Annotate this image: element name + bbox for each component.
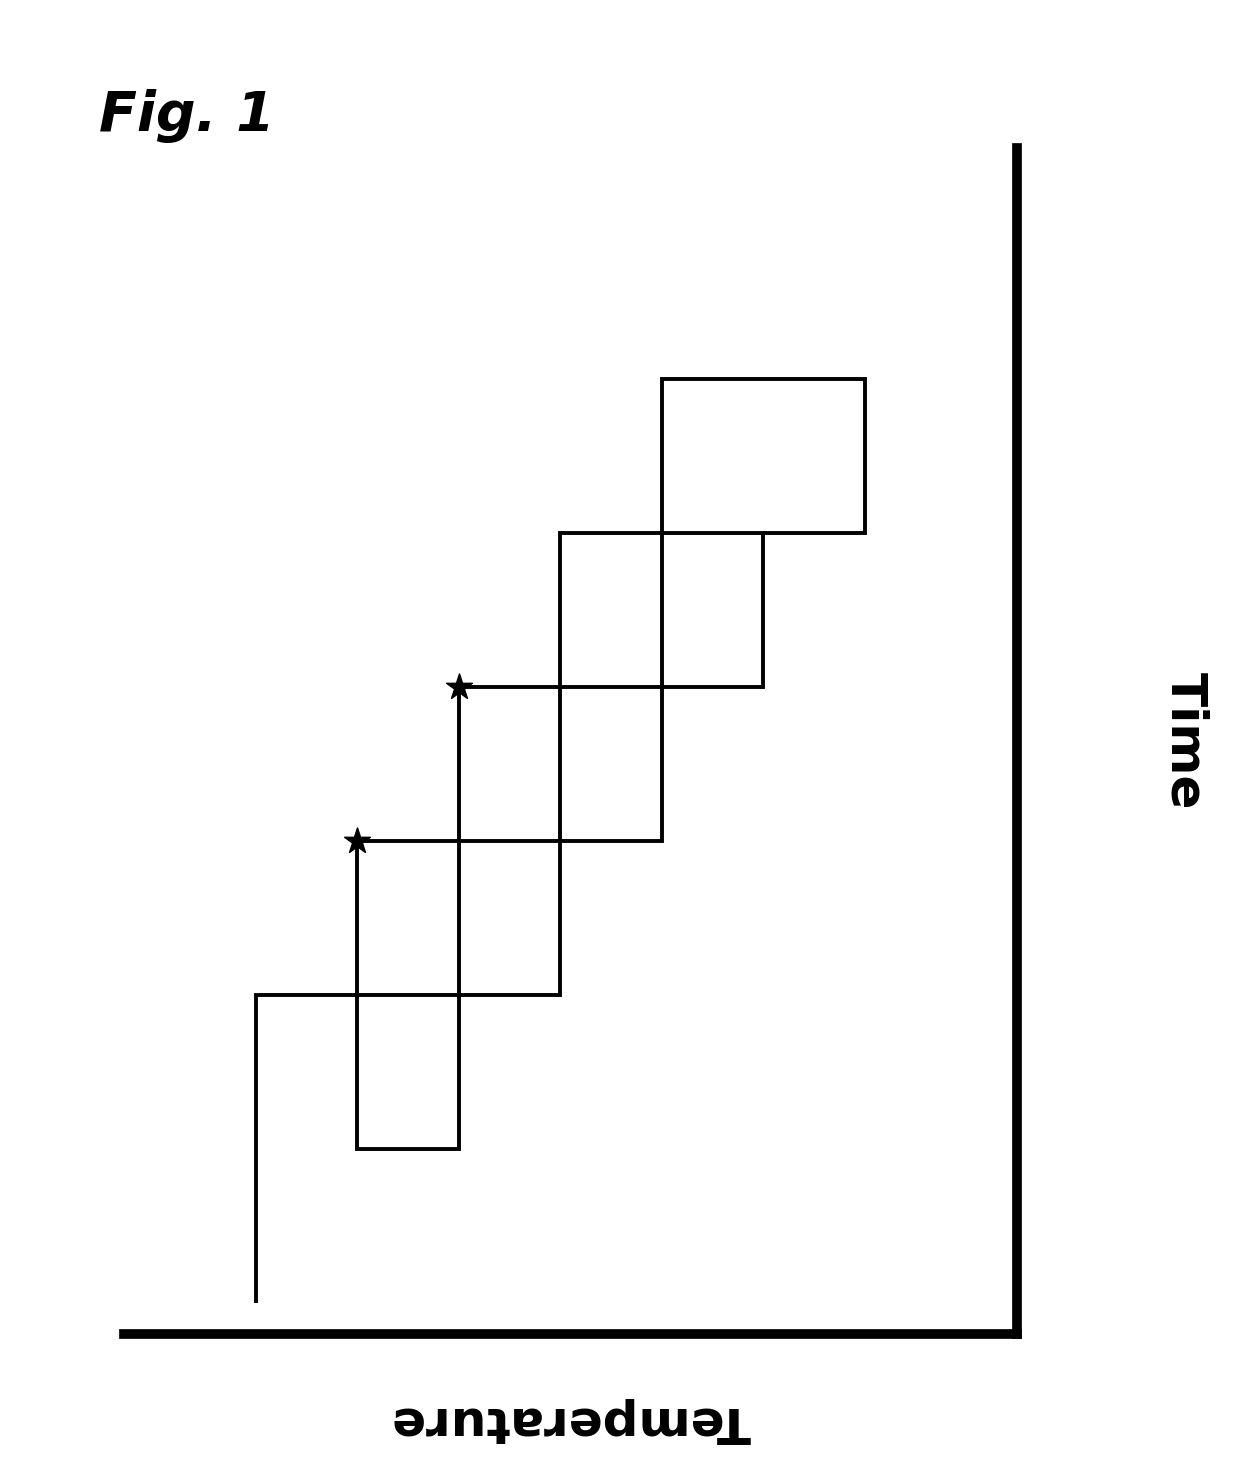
Text: Time: Time bbox=[1161, 673, 1209, 809]
Point bbox=[347, 830, 367, 854]
Point bbox=[449, 676, 469, 700]
Text: Temperature: Temperature bbox=[391, 1398, 750, 1445]
Text: Fig. 1: Fig. 1 bbox=[99, 89, 275, 142]
